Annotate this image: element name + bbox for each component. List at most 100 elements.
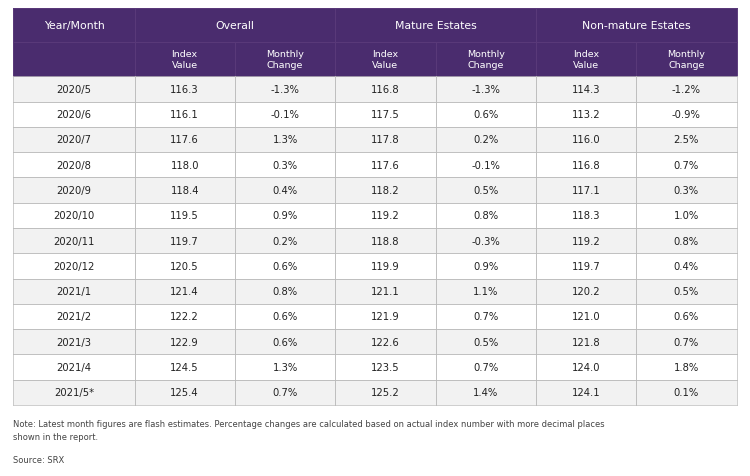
Text: 117.5: 117.5 — [371, 110, 400, 120]
Text: 0.7%: 0.7% — [674, 337, 699, 347]
Bar — [13, 304, 134, 329]
Text: 0.3%: 0.3% — [272, 160, 298, 170]
Text: 0.2%: 0.2% — [473, 135, 498, 145]
Text: 0.5%: 0.5% — [473, 337, 498, 347]
Text: 2021/3: 2021/3 — [56, 337, 92, 347]
Bar — [134, 128, 235, 153]
Text: 0.6%: 0.6% — [473, 110, 498, 120]
Text: 125.4: 125.4 — [170, 387, 199, 397]
Bar — [134, 102, 235, 128]
Text: -0.1%: -0.1% — [471, 160, 500, 170]
Text: 0.9%: 0.9% — [272, 211, 298, 221]
Bar — [13, 254, 134, 279]
Text: 1.3%: 1.3% — [272, 135, 298, 145]
Text: 0.8%: 0.8% — [272, 287, 298, 297]
Bar — [536, 9, 736, 43]
Bar — [536, 228, 636, 254]
Bar — [335, 355, 436, 380]
Bar — [335, 43, 436, 77]
Text: 116.8: 116.8 — [572, 160, 600, 170]
Text: 2.5%: 2.5% — [674, 135, 699, 145]
Bar — [436, 304, 536, 329]
Bar — [134, 178, 235, 203]
Text: 0.3%: 0.3% — [674, 186, 699, 196]
Bar — [134, 153, 235, 178]
Text: 2020/6: 2020/6 — [56, 110, 92, 120]
Text: Overall: Overall — [215, 21, 254, 30]
Text: 2021/2: 2021/2 — [56, 312, 92, 322]
Bar — [335, 279, 436, 304]
Text: 2020/12: 2020/12 — [53, 261, 94, 271]
Bar — [134, 228, 235, 254]
Bar — [335, 77, 436, 102]
Bar — [335, 304, 436, 329]
Bar — [536, 178, 636, 203]
Bar — [636, 254, 736, 279]
Bar — [235, 77, 335, 102]
Text: 114.3: 114.3 — [572, 85, 600, 95]
Bar — [636, 77, 736, 102]
Text: 0.7%: 0.7% — [473, 312, 498, 322]
Text: 0.7%: 0.7% — [473, 362, 498, 372]
Text: 122.2: 122.2 — [170, 312, 199, 322]
Bar — [13, 9, 134, 43]
Bar — [636, 355, 736, 380]
Text: Index
Value: Index Value — [372, 50, 398, 70]
Bar — [235, 329, 335, 355]
Bar — [636, 43, 736, 77]
Text: Note: Latest month figures are flash estimates. Percentage changes are calculate: Note: Latest month figures are flash est… — [13, 419, 605, 441]
Bar — [636, 128, 736, 153]
Text: 124.1: 124.1 — [572, 387, 600, 397]
Text: 2021/1: 2021/1 — [56, 287, 92, 297]
Bar — [536, 43, 636, 77]
Bar — [134, 254, 235, 279]
Bar — [536, 128, 636, 153]
Text: 1.4%: 1.4% — [473, 387, 498, 397]
Text: 0.7%: 0.7% — [272, 387, 298, 397]
Bar — [636, 329, 736, 355]
Bar — [335, 203, 436, 228]
Bar — [13, 178, 134, 203]
Bar — [235, 43, 335, 77]
Bar — [335, 153, 436, 178]
Bar — [536, 77, 636, 102]
Bar — [13, 77, 134, 102]
Text: 116.3: 116.3 — [170, 85, 199, 95]
Text: 121.1: 121.1 — [371, 287, 400, 297]
Text: -0.3%: -0.3% — [471, 236, 500, 246]
Text: 124.0: 124.0 — [572, 362, 600, 372]
Text: 122.6: 122.6 — [371, 337, 400, 347]
Bar — [436, 228, 536, 254]
Text: 0.9%: 0.9% — [473, 261, 498, 271]
Text: 2020/5: 2020/5 — [56, 85, 92, 95]
Bar — [13, 380, 134, 405]
Text: 118.2: 118.2 — [371, 186, 400, 196]
Text: Index
Value: Index Value — [573, 50, 599, 70]
Bar — [536, 279, 636, 304]
Text: Monthly
Change: Monthly Change — [668, 50, 705, 70]
Text: 1.3%: 1.3% — [272, 362, 298, 372]
Bar — [436, 329, 536, 355]
Bar — [335, 102, 436, 128]
Text: 1.8%: 1.8% — [674, 362, 699, 372]
Text: 118.8: 118.8 — [371, 236, 400, 246]
Text: Monthly
Change: Monthly Change — [266, 50, 304, 70]
Bar — [436, 355, 536, 380]
Text: 119.2: 119.2 — [572, 236, 601, 246]
Bar — [235, 380, 335, 405]
Text: Monthly
Change: Monthly Change — [466, 50, 505, 70]
Text: 117.6: 117.6 — [170, 135, 199, 145]
Bar — [235, 153, 335, 178]
Text: 117.1: 117.1 — [572, 186, 601, 196]
Text: Year/Month: Year/Month — [44, 21, 104, 30]
Text: 121.0: 121.0 — [572, 312, 600, 322]
Bar — [13, 279, 134, 304]
Text: 119.9: 119.9 — [371, 261, 400, 271]
Bar — [134, 9, 335, 43]
Text: 1.0%: 1.0% — [674, 211, 699, 221]
Bar — [13, 128, 134, 153]
Text: 2021/5*: 2021/5* — [54, 387, 94, 397]
Bar — [536, 153, 636, 178]
Bar — [636, 279, 736, 304]
Text: -1.3%: -1.3% — [471, 85, 500, 95]
